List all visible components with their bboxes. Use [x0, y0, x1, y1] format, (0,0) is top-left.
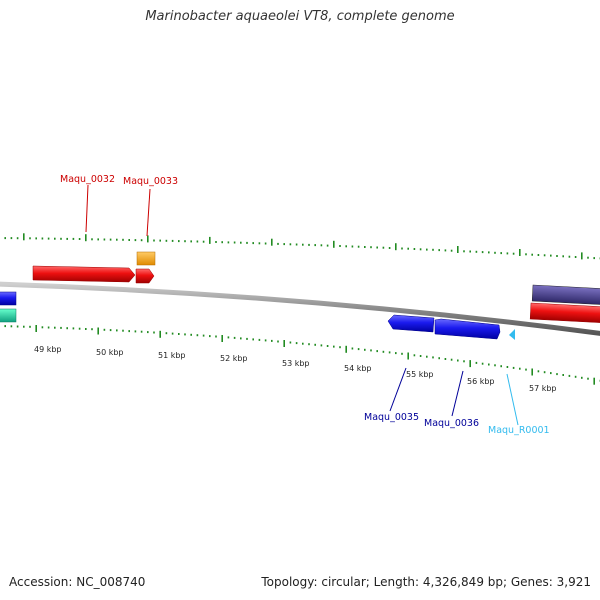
leader-maqu-0032	[85, 184, 89, 233]
scale-label: 57 kbp	[529, 384, 557, 393]
genome-summary-text: Topology: circular; Length: 4,326,849 bp…	[261, 575, 591, 589]
genome-backbone	[0, 281, 600, 336]
gene-maqu-0032[interactable]	[32, 265, 136, 283]
scale-label: 51 kbp	[158, 351, 186, 360]
map-title: Marinobacter aquaeolei VT8, complete gen…	[145, 9, 455, 24]
leader-maqu-r0001	[506, 373, 519, 426]
upper-tick-track	[4, 233, 600, 260]
gene-teal-left[interactable]	[0, 308, 17, 323]
scale-label: 50 kbp	[96, 348, 124, 357]
scale-label: 49 kbp	[34, 345, 62, 354]
gene-label-maqu-r0001: Maqu_R0001	[488, 425, 550, 436]
accession-text: Accession: NC_008740	[9, 575, 146, 589]
scale-label: 52 kbp	[220, 354, 248, 363]
gene-orange[interactable]	[136, 251, 156, 266]
gene-maqu-0036[interactable]	[434, 318, 501, 340]
leader-maqu-0035	[389, 367, 407, 412]
leader-maqu-0036	[451, 370, 464, 417]
gene-red-right[interactable]	[529, 302, 600, 324]
leader-maqu-0033	[146, 188, 151, 237]
gene-label-maqu-0035: Maqu_0035	[364, 412, 419, 423]
lower-tick-track	[4, 325, 600, 385]
gene-maqu-0035[interactable]	[387, 314, 435, 333]
gene-purple[interactable]	[531, 284, 600, 306]
gene-maqu-r0001[interactable]	[509, 329, 515, 340]
gene-label-maqu-0032: Maqu_0032	[60, 174, 115, 185]
scale-label: 55 kbp	[406, 370, 434, 379]
scale-label: 56 kbp	[467, 377, 495, 386]
scale-label: 54 kbp	[344, 364, 372, 373]
gene-blue-left[interactable]	[0, 291, 17, 306]
scale-label: 53 kbp	[282, 359, 310, 368]
gene-label-maqu-0036: Maqu_0036	[424, 418, 479, 429]
gene-maqu-0033[interactable]	[135, 268, 155, 284]
gene-label-maqu-0033: Maqu_0033	[123, 176, 178, 187]
